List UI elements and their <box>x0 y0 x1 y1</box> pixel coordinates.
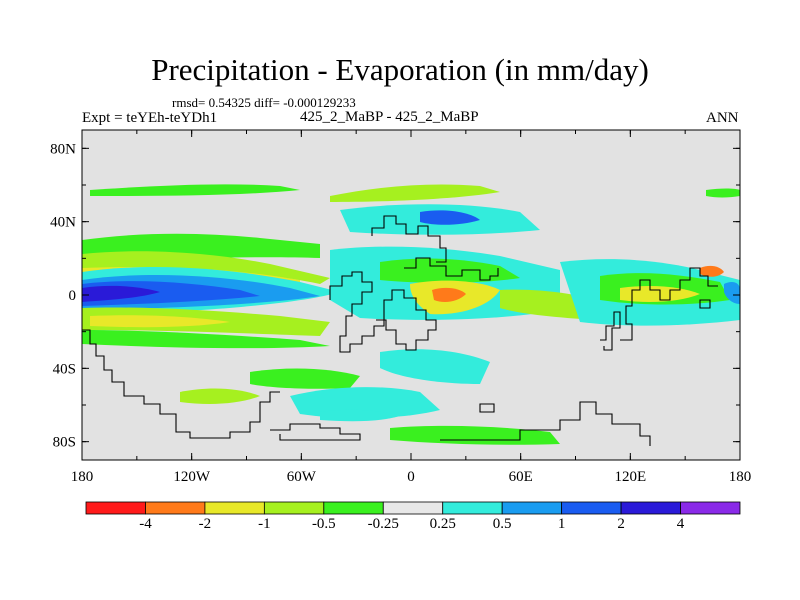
x-tick-label: 120W <box>173 469 211 485</box>
colorbar-swatch <box>561 501 622 515</box>
colorbar-label: -0.5 <box>311 516 336 532</box>
y-tick-label: 40S <box>53 361 76 377</box>
colorbar-label: -4 <box>139 516 152 532</box>
colorbar-swatch <box>263 501 325 515</box>
colorbar-label: -2 <box>198 516 212 532</box>
contour-so-green-2 <box>180 388 260 404</box>
colorbar-label: 1 <box>557 516 566 532</box>
x-tick-label: 60E <box>509 469 533 485</box>
y-axis: 80N 40N 0 40S 80S <box>50 141 740 451</box>
contour-so-green <box>250 368 360 389</box>
stats-line: rmsd= 0.54325 diff= -0.000129233 <box>172 95 356 110</box>
colorbar-label: 0.5 <box>492 516 512 532</box>
x-tick-label: 60W <box>287 469 317 485</box>
coast-australia <box>600 311 621 351</box>
contour-field <box>82 184 740 445</box>
case-label: 425_2_MaBP - 425_2_MaBP <box>300 109 479 125</box>
contour-s-green-strong <box>82 330 330 349</box>
colorbar-label: 4 <box>676 516 685 532</box>
contour-so-cyan-2 <box>380 349 490 384</box>
coast-pacific-island <box>699 299 711 309</box>
contour-s-yellow <box>90 315 230 328</box>
contour-wpac-blue <box>724 282 740 304</box>
experiment-label: Expt = teYEh-teYDh1 <box>82 110 218 126</box>
coastlines <box>82 215 718 446</box>
coast-antarctica <box>270 423 361 441</box>
colorbar-label: -0.25 <box>367 516 399 532</box>
coast-asia <box>620 267 718 341</box>
contour-africa-orange <box>432 287 466 302</box>
y-tick-label: 80N <box>50 141 76 157</box>
contour-n-midlat-green <box>90 184 300 196</box>
colorbar-swatch <box>442 501 503 515</box>
x-axis: 180 120W 60W 0 60E 120E 180 <box>71 130 752 485</box>
x-tick-label: 180 <box>729 469 752 485</box>
colorbar-swatch <box>204 501 265 515</box>
contour-itcz-green <box>82 251 330 284</box>
y-tick-label: 40N <box>50 215 76 231</box>
colorbar-swatch <box>145 501 206 515</box>
y-tick-label: 0 <box>69 288 77 304</box>
season-label: ANN <box>706 110 739 126</box>
contour-atl-green <box>380 258 520 283</box>
coast-americas <box>329 271 437 353</box>
colorbar-swatch <box>501 501 563 515</box>
colorbar-label: 0.25 <box>429 516 456 532</box>
colorbar <box>85 501 741 515</box>
colorbar-label: 2 <box>617 516 625 532</box>
colorbar-swatch <box>323 501 384 515</box>
contour-n-blue <box>420 210 480 225</box>
colorbar-swatch <box>85 501 146 515</box>
chart-title: Precipitation - Evaporation (in mm/day) <box>151 52 649 87</box>
colorbar-swatch <box>382 501 444 515</box>
contour-so-cyan <box>290 387 440 419</box>
coast-europe <box>371 215 447 263</box>
colorbar-swatch <box>620 501 681 515</box>
coast-africa <box>404 257 499 281</box>
contour-itcz-darkblue <box>82 285 160 302</box>
coast-island <box>479 403 495 413</box>
contour-n-midlat-green-2 <box>330 184 500 202</box>
x-tick-label: 0 <box>407 469 415 485</box>
contour-wpac-orange <box>700 265 724 277</box>
colorbar-swatch <box>680 501 741 515</box>
y-tick-label: 80S <box>53 435 76 451</box>
x-tick-label: 120E <box>614 469 646 485</box>
colorbar-label: -1 <box>258 516 271 532</box>
contour-ne-green <box>706 188 740 198</box>
coast-antarctica-east <box>440 401 651 446</box>
contour-ant-cyan <box>320 409 400 422</box>
x-tick-label: 180 <box>71 469 94 485</box>
coast-sa-south <box>82 329 280 439</box>
